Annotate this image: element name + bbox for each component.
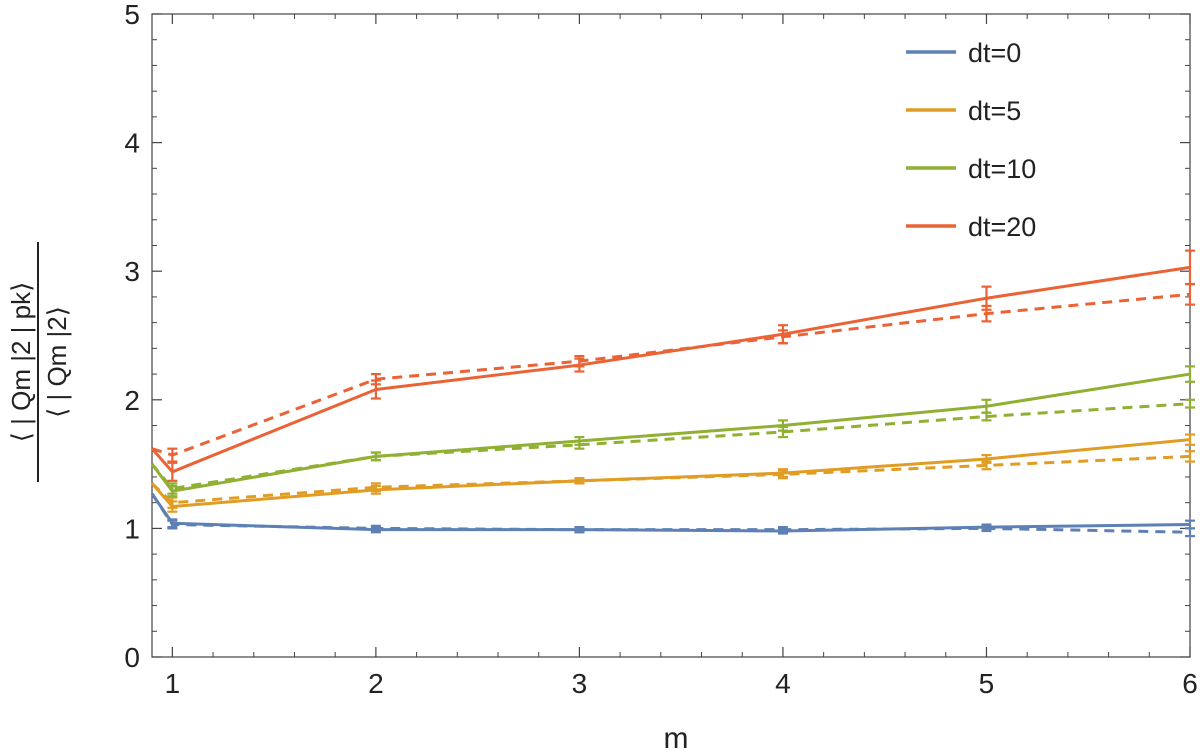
- y-tick-label: 2: [124, 385, 140, 416]
- y-tick-label: 0: [124, 642, 140, 673]
- x-axis-title: m: [664, 722, 689, 752]
- y-axis: 0 1 2 3 4 5: [124, 0, 1190, 673]
- legend: dt=0 dt=5 dt=10 dt=20: [906, 38, 1036, 242]
- legend-item: dt=20: [906, 212, 1036, 242]
- x-tick-label: 1: [165, 668, 181, 699]
- y-tick-label: 5: [124, 0, 140, 30]
- y-axis-title: ⟨ | Qm |2 | pk⟩ ⟨ | Qm |2⟩: [6, 242, 72, 482]
- x-tick-label: 6: [1182, 668, 1198, 699]
- x-tick-label: 5: [979, 668, 995, 699]
- x-tick-label: 2: [368, 668, 384, 699]
- x-tick-label: 3: [572, 668, 588, 699]
- x-tick-label: 4: [775, 668, 791, 699]
- series-dt=5: [150, 433, 1195, 513]
- series-dt=10: [150, 365, 1195, 498]
- y-tick-label: 4: [124, 128, 140, 159]
- series-dt=0: [150, 492, 1195, 538]
- series-line-solid: [150, 492, 1191, 533]
- series-dt=20: [150, 249, 1195, 482]
- legend-item: dt=10: [906, 154, 1036, 184]
- series-layer: [150, 249, 1195, 538]
- y-axis-title-numerator: ⟨ | Qm |2 | pk⟩: [6, 282, 36, 442]
- series-line-solid: [150, 438, 1191, 509]
- series-line-dashed: [151, 292, 1191, 457]
- y-tick-label: 3: [124, 256, 140, 287]
- series-line-solid: [150, 372, 1191, 493]
- plot-frame: [151, 13, 1191, 658]
- plot-border: [151, 13, 1191, 658]
- legend-label: dt=0: [968, 38, 1021, 68]
- legend-label: dt=20: [968, 212, 1036, 242]
- legend-item: dt=0: [906, 38, 1021, 68]
- series-line-solid: [150, 265, 1191, 474]
- legend-item: dt=5: [906, 96, 1021, 126]
- y-tick-label: 1: [124, 513, 140, 544]
- legend-label: dt=10: [968, 154, 1036, 184]
- legend-label: dt=5: [968, 96, 1021, 126]
- x-axis: 1 2 3 4 5 6: [165, 14, 1198, 699]
- y-axis-title-denominator: ⟨ | Qm |2⟩: [42, 306, 72, 418]
